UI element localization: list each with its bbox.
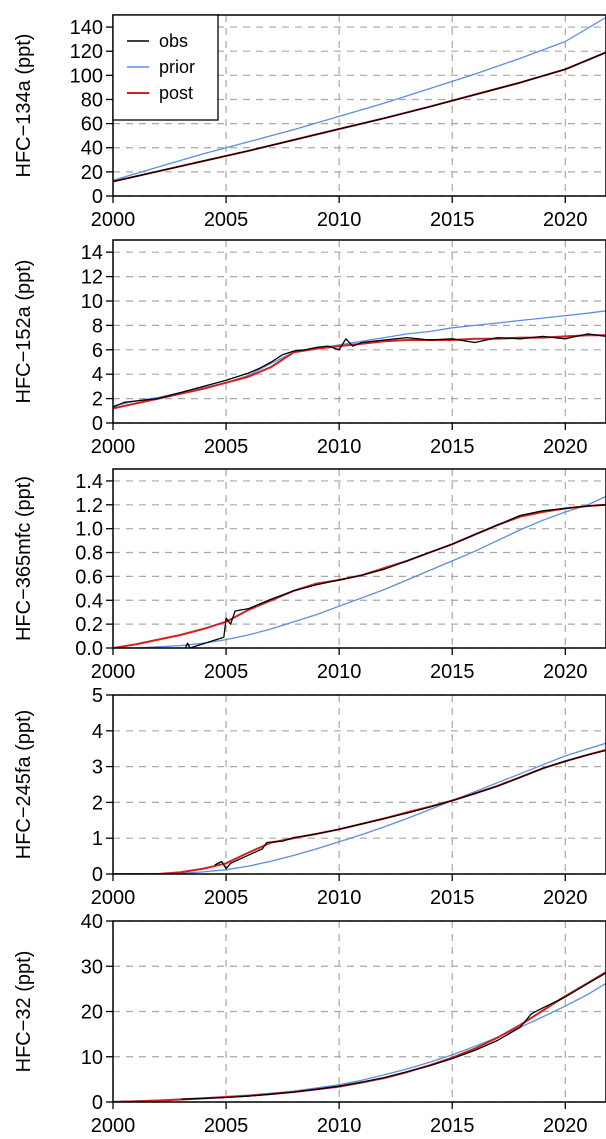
x-tick-label: 2000 bbox=[91, 209, 136, 231]
legend-label-prior: prior bbox=[159, 57, 195, 77]
y-tick-label: 1 bbox=[92, 828, 103, 850]
y-tick-label: 8 bbox=[92, 315, 103, 337]
y-tick-label: 0.0 bbox=[75, 638, 103, 660]
y-tick-label: 2 bbox=[92, 792, 103, 814]
x-tick-label: 2005 bbox=[204, 209, 249, 231]
y-tick-label: 1.4 bbox=[75, 471, 103, 493]
y-tick-label: 40 bbox=[81, 138, 103, 160]
series-line-obs bbox=[113, 51, 606, 183]
x-tick-label: 2020 bbox=[543, 1115, 588, 1137]
series-line-obs bbox=[113, 333, 606, 408]
y-axis-label: HFC−245fa (ppt) bbox=[13, 710, 35, 860]
y-tick-label: 140 bbox=[70, 17, 103, 39]
x-tick-label: 2020 bbox=[543, 661, 588, 683]
gridlines bbox=[112, 694, 606, 875]
x-tick-label: 2000 bbox=[91, 887, 136, 909]
plot-frame bbox=[112, 239, 606, 424]
y-tick-label: 1.2 bbox=[75, 495, 103, 517]
legend-label-post: post bbox=[159, 83, 193, 103]
series-line-prior bbox=[113, 16, 606, 181]
x-tick-label: 2015 bbox=[430, 661, 475, 683]
y-axis-label: HFC−152a (ppt) bbox=[13, 260, 35, 404]
x-tick-label: 2005 bbox=[204, 1115, 249, 1137]
y-tick-label: 1.0 bbox=[75, 519, 103, 541]
series-line-prior bbox=[113, 495, 606, 648]
y-axis-label: HFC−32 (ppt) bbox=[13, 951, 35, 1073]
y-tick-label: 0 bbox=[92, 413, 103, 435]
series-line-prior bbox=[113, 310, 606, 407]
x-tick-label: 2005 bbox=[204, 436, 249, 458]
series-line-obs bbox=[214, 749, 606, 870]
y-tick-label: 0 bbox=[92, 186, 103, 208]
x-tick-label: 2015 bbox=[430, 209, 475, 231]
y-axis-label: HFC−365mfc (ppt) bbox=[13, 476, 35, 641]
x-tick-label: 2010 bbox=[317, 887, 362, 909]
y-tick-label: 60 bbox=[81, 114, 103, 136]
series-line-obs bbox=[184, 504, 606, 648]
series-line-post bbox=[113, 334, 606, 410]
gridlines bbox=[112, 920, 606, 1103]
y-tick-label: 0 bbox=[92, 864, 103, 886]
x-tick-label: 2015 bbox=[430, 887, 475, 909]
y-tick-label: 30 bbox=[81, 956, 103, 978]
x-tick-label: 2000 bbox=[91, 661, 136, 683]
series-line-obs bbox=[180, 972, 606, 1100]
x-tick-label: 2020 bbox=[543, 209, 588, 231]
y-tick-label: 10 bbox=[81, 1047, 103, 1069]
x-tick-label: 2015 bbox=[430, 436, 475, 458]
series-group bbox=[113, 310, 606, 410]
legend: obs prior post bbox=[112, 14, 219, 121]
y-tick-label: 4 bbox=[92, 721, 103, 743]
y-tick-label: 14 bbox=[81, 242, 103, 264]
plot-frame bbox=[112, 694, 606, 875]
x-tick-label: 2010 bbox=[317, 1115, 362, 1137]
x-tick-label: 2005 bbox=[204, 887, 249, 909]
y-tick-label: 0.8 bbox=[75, 543, 103, 565]
y-axis-label: HFC−134a (ppt) bbox=[13, 34, 35, 178]
y-tick-label: 0.4 bbox=[75, 590, 103, 612]
x-tick-label: 2010 bbox=[317, 661, 362, 683]
x-tick-label: 2000 bbox=[91, 436, 136, 458]
gridlines bbox=[112, 469, 606, 649]
x-tick-label: 2000 bbox=[91, 1115, 136, 1137]
y-tick-label: 4 bbox=[92, 364, 103, 386]
y-tick-label: 0 bbox=[92, 1092, 103, 1114]
y-tick-label: 10 bbox=[81, 291, 103, 313]
y-tick-label: 6 bbox=[92, 340, 103, 362]
y-tick-label: 20 bbox=[81, 1002, 103, 1024]
y-tick-label: 2 bbox=[92, 389, 103, 411]
series-line-prior bbox=[113, 742, 606, 874]
x-tick-label: 2020 bbox=[543, 436, 588, 458]
series-group bbox=[113, 742, 606, 874]
series-group bbox=[113, 495, 606, 648]
panel-3: 0.00.20.40.60.81.01.21.4 2000 2005 2010 2015… bbox=[13, 468, 606, 683]
y-tick-label: 100 bbox=[70, 65, 103, 87]
y-tick-label: 120 bbox=[70, 41, 103, 63]
x-tick-label: 2005 bbox=[204, 661, 249, 683]
series-group bbox=[113, 971, 606, 1102]
x-tick-label: 2010 bbox=[317, 436, 362, 458]
y-tick-label: 3 bbox=[92, 757, 103, 779]
panel-5: 0 10 20 30 40 2000 2005 2010 2015 2020 HFC−32 (ppt… bbox=[13, 911, 606, 1137]
gridlines bbox=[112, 240, 606, 424]
y-tick-label: 0.2 bbox=[75, 614, 103, 636]
y-tick-label: 0.6 bbox=[75, 566, 103, 588]
legend-label-obs: obs bbox=[159, 31, 188, 51]
y-tick-label: 80 bbox=[81, 89, 103, 111]
x-tick-label: 2015 bbox=[430, 1115, 475, 1137]
x-tick-label: 2020 bbox=[543, 887, 588, 909]
y-tick-label: 5 bbox=[92, 685, 103, 707]
series-group bbox=[113, 16, 606, 183]
x-tick-label: 2010 bbox=[317, 209, 362, 231]
y-tick-label: 12 bbox=[81, 267, 103, 289]
panel-4: 0 1 2 3 4 5 2000 2005 2010 2015 2020 HFC−245fa (ppt… bbox=[13, 685, 606, 909]
plot-frame bbox=[112, 468, 606, 649]
y-tick-label: 20 bbox=[81, 162, 103, 184]
y-tick-label: 40 bbox=[81, 911, 103, 933]
